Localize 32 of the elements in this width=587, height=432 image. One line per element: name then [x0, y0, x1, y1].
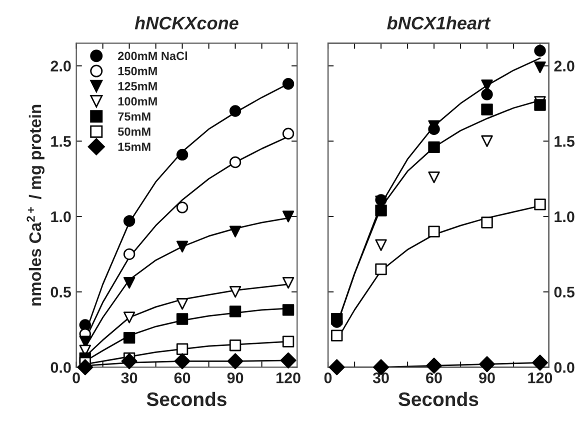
legend-label: 75mM — [118, 112, 150, 121]
legend-label: 200mM NaCl — [118, 51, 187, 60]
legend-label: 50mM — [118, 127, 150, 136]
y-tick-label: 0.0 — [50, 362, 71, 373]
x-tick-label: 30 — [121, 372, 138, 384]
x-axis-title: Seconds — [146, 392, 226, 406]
y2-tick-label: 0.5 — [554, 286, 575, 298]
y-tick-label: 1.5 — [51, 136, 72, 147]
x-axis-title: Seconds — [398, 392, 478, 406]
x-tick-label: 0 — [324, 372, 332, 384]
y-axis-title: nmoles Ca$^{2+}$ / mg protein — [26, 104, 44, 306]
y2-tick-label: 0.0 — [554, 362, 574, 373]
y2-tick-label: 1.0 — [554, 211, 574, 222]
legend-label: 100mM — [118, 97, 157, 106]
y2-tick-label: 1.5 — [554, 136, 575, 147]
x-tick-label: 90 — [227, 372, 244, 384]
y2-tick-label: 2.0 — [554, 60, 574, 72]
chart-title: bNCX1heart — [387, 16, 491, 30]
y-tick-label: 0.5 — [50, 286, 72, 298]
x-tick-label: 90 — [479, 372, 495, 384]
legend-label: 15mM — [118, 142, 150, 151]
x-tick-label: 60 — [426, 372, 442, 384]
x-tick-label: 30 — [372, 372, 389, 384]
legend-label: 150mM — [118, 66, 157, 76]
x-tick-label: 120 — [276, 372, 300, 384]
chart-title: hNCKXcone — [134, 16, 238, 30]
legend-label: 125mM — [118, 82, 157, 90]
x-tick-label: 120 — [528, 372, 552, 384]
y-tick-label: 1.0 — [51, 211, 71, 222]
x-tick-label: 0 — [72, 372, 80, 384]
y-tick-label: 2.0 — [50, 60, 71, 72]
x-tick-label: 60 — [174, 372, 190, 384]
